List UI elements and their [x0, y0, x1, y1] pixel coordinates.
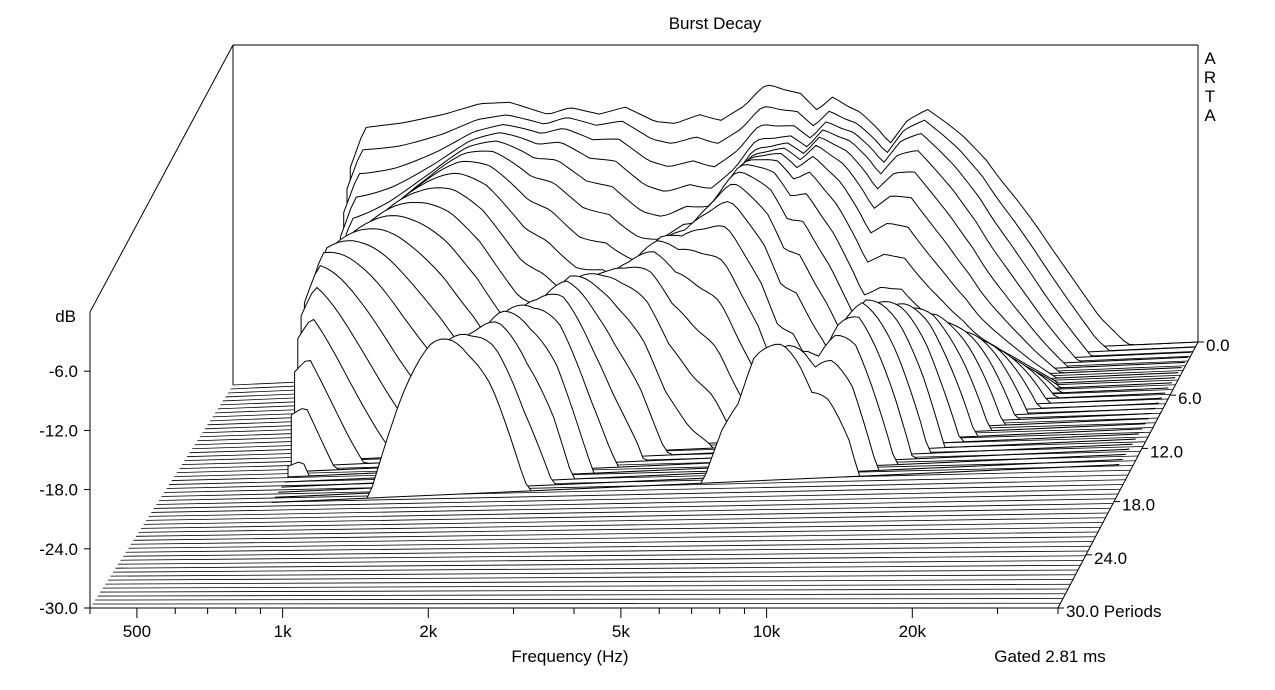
- x-tick-label: 20k: [899, 622, 927, 641]
- z-tick-label: 12.0: [1150, 442, 1183, 461]
- floor-slice-line: [128, 536, 1096, 549]
- y-axis: dB -6.0 -12.0 -18.0 -24.0 -30.0: [39, 307, 90, 618]
- decay-slice: [271, 338, 1120, 503]
- x-axis: 500 1k 2k 5k 10k 20k: [89, 608, 1059, 641]
- floor-slice-line: [133, 526, 1101, 541]
- floor-slice-line: [105, 579, 1074, 585]
- watermark-letter: A: [1204, 49, 1216, 68]
- z-tick-label: 18.0: [1122, 496, 1155, 515]
- watermark-letter: T: [1205, 87, 1215, 106]
- floor-slice-line: [118, 555, 1086, 565]
- floor-slice-line: [141, 512, 1109, 529]
- floor-slice-line: [156, 484, 1124, 505]
- floor-slice-line: [120, 550, 1089, 561]
- y-tick-label: -18.0: [39, 481, 78, 500]
- floor-slice-line: [171, 455, 1139, 481]
- x-tick-label: 10k: [753, 622, 781, 641]
- floor-slice-line: [143, 507, 1111, 525]
- x-tick-label: 500: [123, 622, 151, 641]
- floor-slice-line: [151, 493, 1119, 513]
- floor-slice-line: [158, 479, 1126, 501]
- y-tick-label: -12.0: [39, 421, 78, 440]
- y-tick-label: -24.0: [39, 540, 78, 559]
- floor-slice-line: [97, 593, 1066, 597]
- x-tick-label: 2k: [419, 622, 437, 641]
- watermark-letter: R: [1204, 68, 1216, 87]
- floor-slice-line: [174, 450, 1141, 477]
- chart-title: Burst Decay: [669, 14, 762, 33]
- z-tick-label: 30.0 Periods: [1066, 602, 1161, 621]
- periods-axis: 0.0 6.0 12.0 18.0 24.0 30.0 Periods: [1058, 336, 1230, 621]
- floor-slice-line: [125, 541, 1094, 553]
- footnote-gated: Gated 2.81 ms: [994, 647, 1106, 666]
- floor-slice-line: [148, 498, 1116, 517]
- floor-slice-line: [110, 569, 1079, 577]
- floor-slice-line: [107, 574, 1076, 581]
- z-tick-label: 0.0: [1206, 336, 1230, 355]
- floor-slice-line: [102, 583, 1071, 589]
- floor-slice-line: [112, 564, 1081, 573]
- watermark-letter: A: [1204, 106, 1216, 125]
- floor-slice-line: [164, 469, 1131, 493]
- floor-slice-line: [138, 517, 1106, 533]
- floor-slice-line: [146, 503, 1114, 521]
- x-axis-label: Frequency (Hz): [511, 647, 628, 666]
- y-axis-label: dB: [55, 307, 76, 326]
- floor-slice-line: [130, 531, 1099, 545]
- floor-slice-line: [100, 588, 1069, 593]
- floor-slice-line: [92, 602, 1061, 605]
- z-tick-label: 6.0: [1178, 389, 1202, 408]
- x-tick-label: 5k: [612, 622, 630, 641]
- x-tick-label: 1k: [274, 622, 292, 641]
- y-tick-label: -30.0: [39, 599, 78, 618]
- z-tick-label: 24.0: [1094, 549, 1127, 568]
- waterfall-slices: [90, 84, 1199, 609]
- floor-slice-line: [123, 545, 1091, 557]
- floor-slice-line: [169, 460, 1136, 485]
- floor-slice-line: [153, 488, 1121, 509]
- floor-slice-line: [95, 598, 1064, 601]
- y-tick-label: -6.0: [49, 362, 78, 381]
- floor-slice-line: [115, 560, 1084, 569]
- floor-slice-line: [135, 522, 1104, 537]
